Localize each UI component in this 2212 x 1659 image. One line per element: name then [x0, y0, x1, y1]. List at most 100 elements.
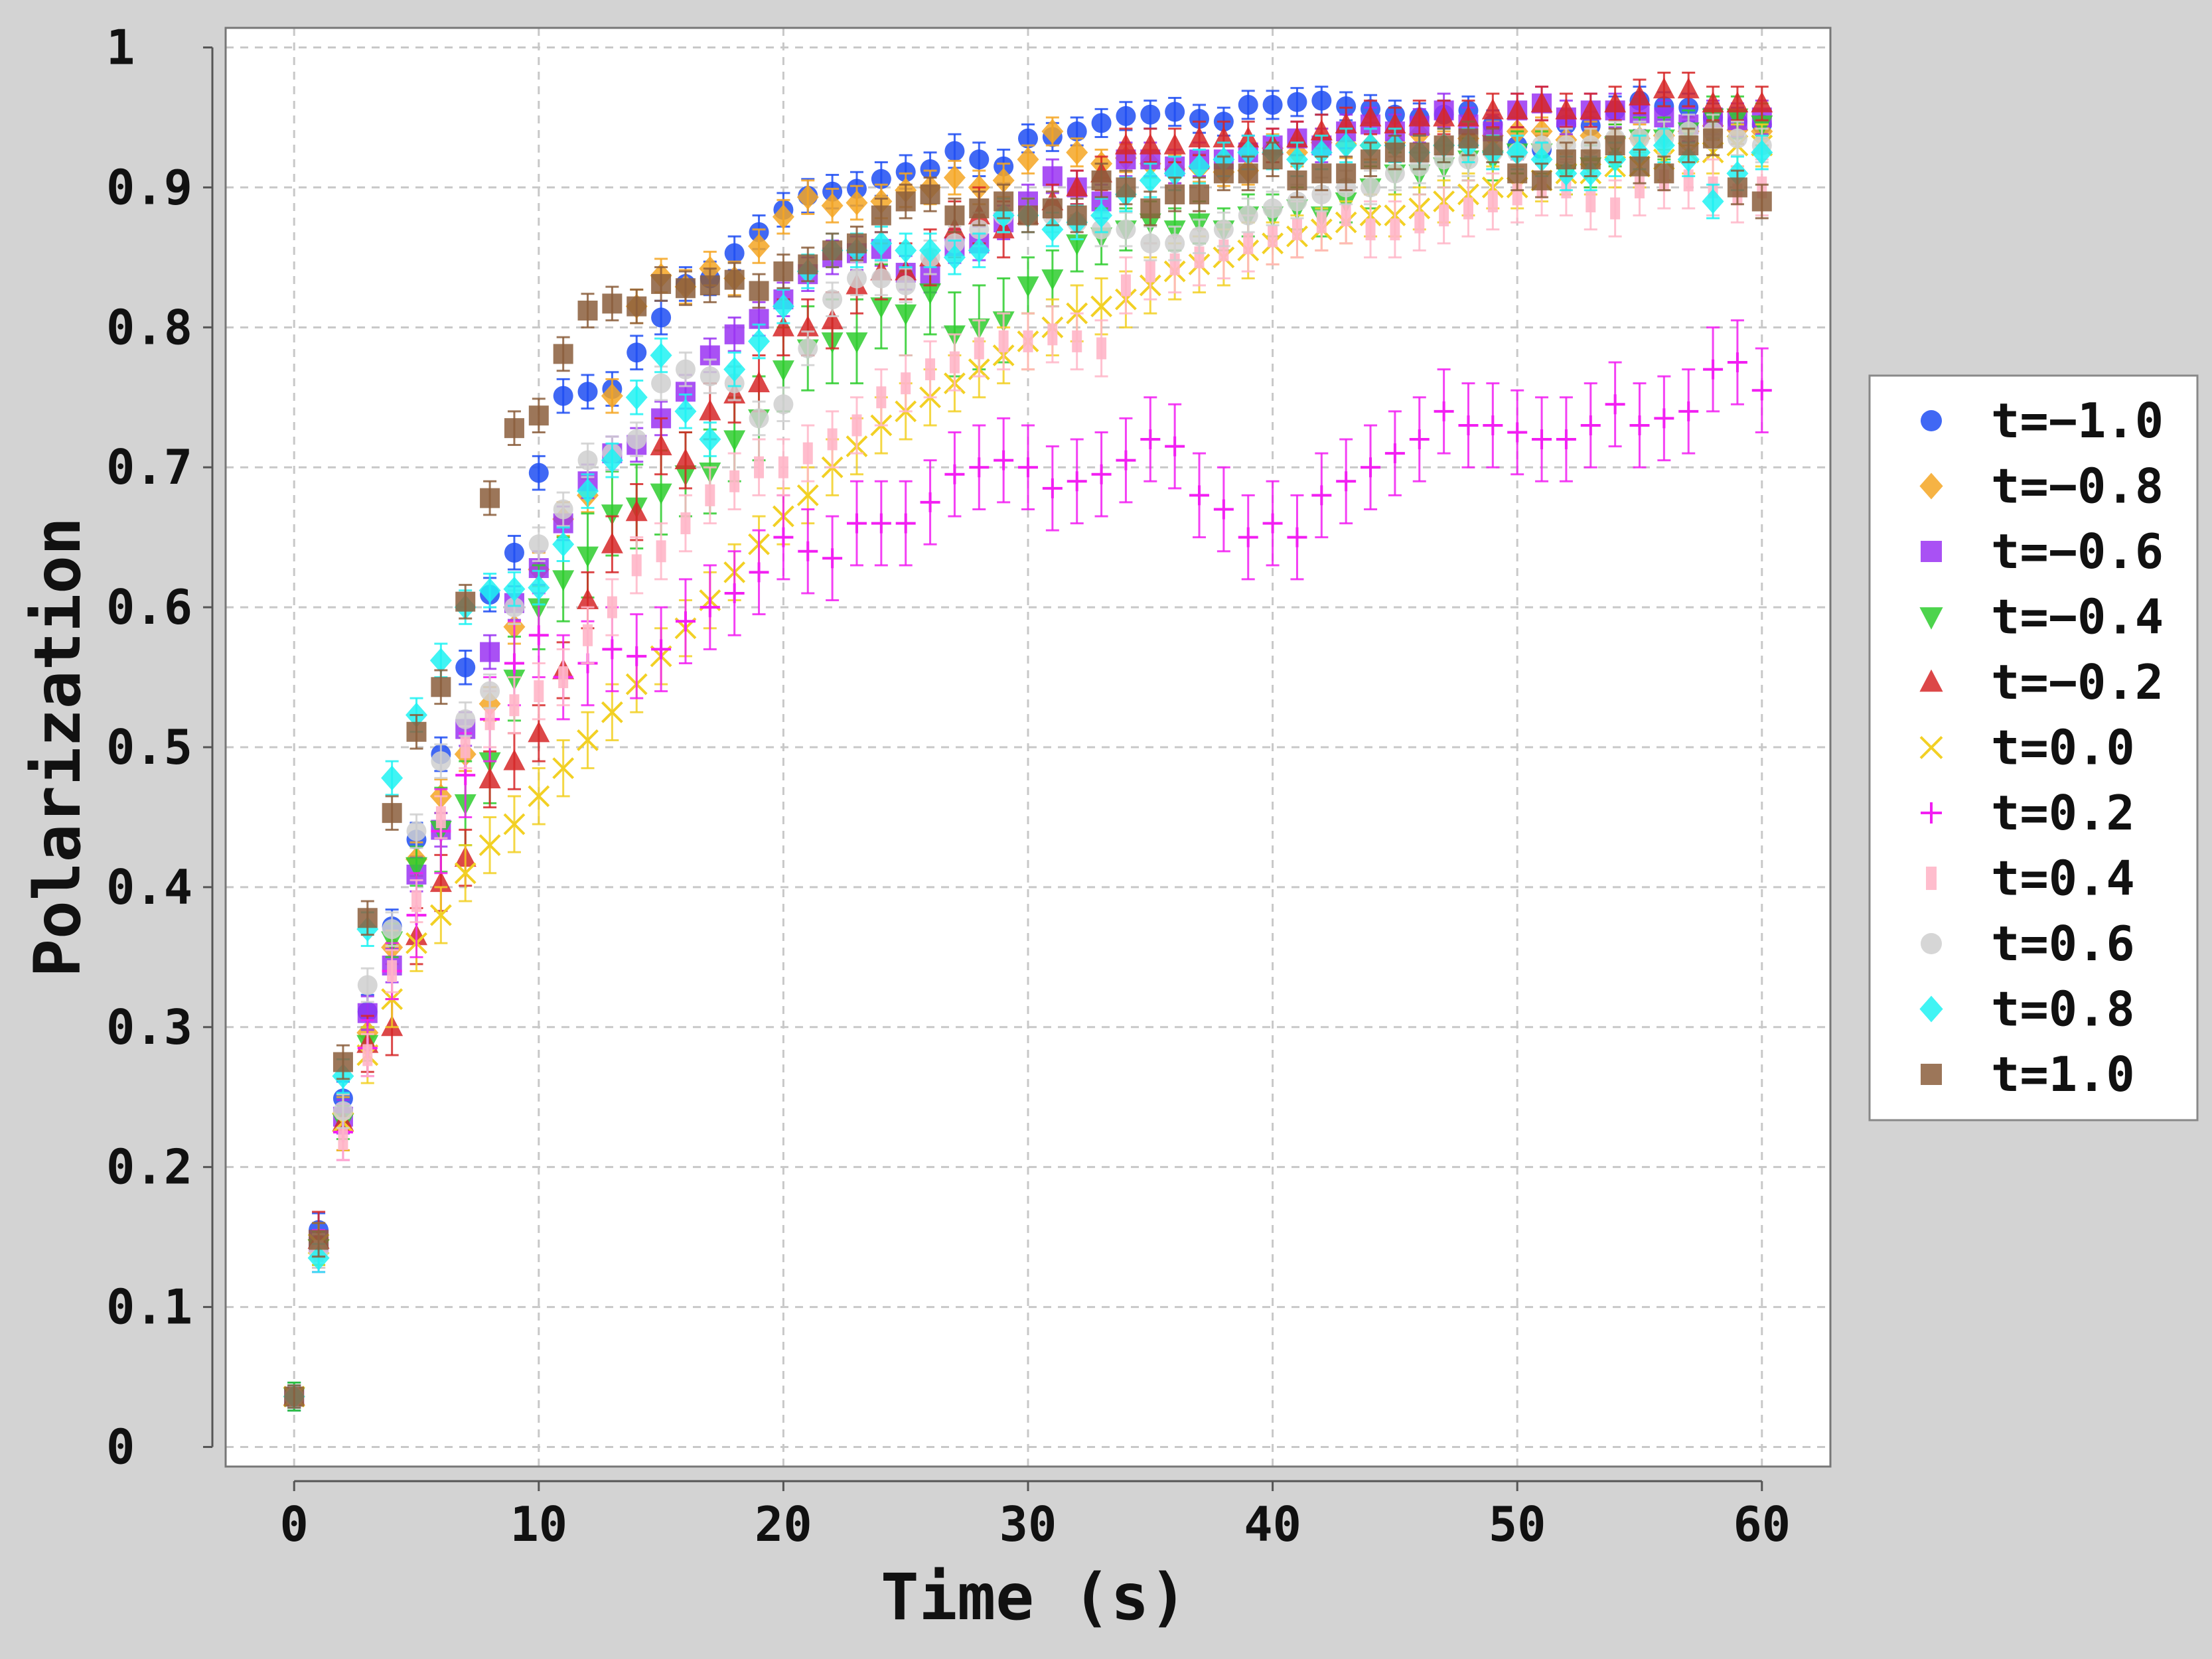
data-point [944, 141, 965, 161]
data-point [1116, 219, 1136, 240]
data-point [650, 342, 672, 368]
data-point [1409, 429, 1430, 450]
legend-marker [1921, 933, 1942, 954]
data-point [1604, 91, 1627, 113]
data-point [1091, 113, 1112, 133]
data-point [431, 751, 451, 772]
data-point [998, 330, 1009, 352]
data-point [1506, 139, 1528, 165]
data-point [749, 562, 769, 583]
data-point [773, 527, 794, 547]
data-point [969, 198, 990, 219]
data-point [509, 694, 520, 717]
data-point [528, 575, 550, 601]
data-point [1434, 401, 1454, 421]
data-point [871, 268, 891, 289]
data-point [552, 570, 575, 591]
data-point [607, 596, 617, 618]
data-point [674, 448, 697, 470]
data-point [895, 238, 917, 263]
data-point [1140, 233, 1161, 253]
data-point [1678, 135, 1699, 156]
data-point [1507, 422, 1528, 443]
data-point [1139, 168, 1161, 193]
legend-marker [1921, 1064, 1942, 1085]
data-point [1072, 330, 1082, 352]
data-point [920, 184, 940, 204]
x-tick-label: 10 [510, 1496, 567, 1552]
data-point [1677, 77, 1700, 99]
data-point [1116, 177, 1136, 198]
data-point [724, 324, 745, 344]
data-point [749, 281, 769, 301]
x-tick-label: 40 [1244, 1496, 1301, 1552]
data-point [558, 666, 569, 689]
data-point [1458, 415, 1479, 435]
data-point [1726, 91, 1749, 113]
data-point [1433, 105, 1455, 127]
data-point [1458, 128, 1479, 149]
data-point [1165, 102, 1185, 122]
legend-entry: t=−0.2 [1919, 654, 2164, 710]
plot-frame [224, 27, 1832, 1468]
data-point [1067, 121, 1087, 142]
data-point [1409, 142, 1430, 163]
data-point [1140, 429, 1161, 450]
data-point [406, 721, 427, 742]
data-point [382, 803, 402, 824]
data-point [1512, 183, 1522, 206]
data-point [625, 385, 648, 410]
y-axis-label: Polarization [21, 517, 95, 977]
data-point [1189, 109, 1210, 129]
data-point [1067, 205, 1087, 226]
data-point [553, 386, 573, 406]
data-point [631, 554, 642, 577]
data-point [822, 548, 843, 569]
data-point [1188, 154, 1211, 179]
data-point [1507, 163, 1528, 184]
data-point [724, 583, 745, 604]
data-point [484, 708, 495, 731]
data-point [1262, 94, 1283, 115]
data-point [583, 624, 593, 646]
data-point [528, 785, 550, 808]
data-point [528, 534, 549, 555]
data-point [822, 289, 843, 310]
data-point [1463, 197, 1473, 220]
legend-entry: t=0.6 [1921, 916, 2135, 972]
legend-box [1868, 374, 2199, 1121]
series-7 [287, 151, 1769, 1409]
data-point [553, 499, 573, 520]
data-point [1262, 198, 1283, 219]
data-point [748, 328, 771, 354]
legend-label: t=1.0 [1991, 1046, 2135, 1102]
legend-entry: t=−0.4 [1919, 589, 2164, 645]
data-point [503, 749, 526, 770]
data-point [871, 205, 891, 226]
data-point [1066, 139, 1088, 165]
data-point [723, 356, 746, 382]
data-point [1336, 96, 1357, 117]
data-point [479, 834, 501, 857]
y-tick-label: 0.9 [106, 159, 192, 215]
data-point [1483, 135, 1503, 156]
data-point [675, 278, 696, 299]
series-6 [284, 319, 1772, 1409]
legend: t=−1.0 t=−0.8 t=−0.6 t=−0.4 t=−0.2 t=0.0 t=0.2… [1868, 374, 2199, 1121]
data-point [1605, 394, 1625, 415]
data-point [479, 578, 501, 603]
legend-label: t=0.0 [1991, 720, 2135, 776]
data-point [1556, 429, 1576, 450]
x-tick-label: 60 [1733, 1496, 1791, 1552]
data-point [821, 193, 844, 218]
data-point [601, 701, 623, 723]
data-point [969, 149, 990, 170]
data-point [1042, 198, 1063, 219]
data-point [1041, 119, 1064, 144]
data-point [798, 541, 818, 561]
data-point [1145, 260, 1155, 283]
data-point [528, 463, 549, 483]
data-point [1262, 149, 1283, 170]
data-point [1287, 527, 1307, 547]
